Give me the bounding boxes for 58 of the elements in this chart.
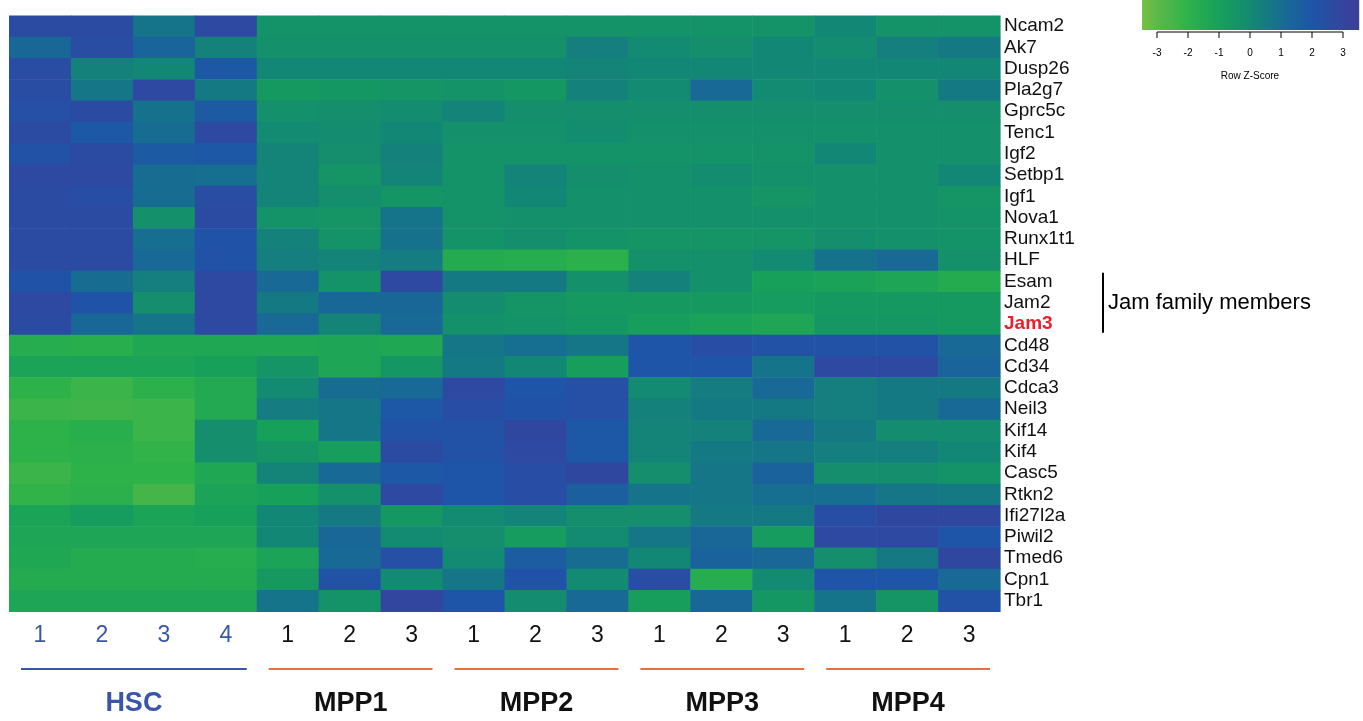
y-tick-label: Tenc1 <box>1004 120 1055 142</box>
text: MPP3 <box>685 687 760 718</box>
y-tick-label: Jam2 <box>1004 290 1051 312</box>
color-bar-label: -2 <box>1183 46 1193 58</box>
x-tick-label: 4 <box>219 620 233 647</box>
y-tick-label: Setbp1 <box>1004 163 1065 185</box>
text: Jam family members <box>1108 288 1311 314</box>
text: MPP4 <box>871 687 945 718</box>
y-tick-label: Cpn1 <box>1004 567 1050 589</box>
y-tick-label: Kif14 <box>1004 418 1048 440</box>
x-tick-label: 2 <box>343 620 357 647</box>
x-tick-label: 1 <box>838 620 852 647</box>
y-tick-label: Cd48 <box>1004 333 1050 355</box>
y-tick-label: HLF <box>1004 248 1040 270</box>
color-bar-label: 1 <box>1278 46 1285 58</box>
y-tick-label: Esam <box>1004 269 1053 291</box>
y-tick-label: Pla2g7 <box>1004 78 1064 100</box>
x-tick-label: 2 <box>95 620 109 647</box>
color-bar-label: 3 <box>1340 46 1347 58</box>
x-tick-label: 2 <box>900 620 914 647</box>
x-tick-label: 1 <box>467 620 480 647</box>
x-tick-label: 3 <box>962 620 976 647</box>
y-tick-label: Jam3 <box>1004 312 1053 334</box>
y-tick-label: Cdca3 <box>1004 376 1059 398</box>
y-tick-label: Igf2 <box>1004 141 1036 163</box>
x-tick-label: 1 <box>33 620 47 647</box>
x-tick-label: 1 <box>652 620 666 647</box>
text: MPP2 <box>499 687 574 718</box>
y-tick-label: Kif4 <box>1004 439 1038 461</box>
x-tick-label: 2 <box>714 620 728 647</box>
y-tick-label: Casc5 <box>1004 461 1058 483</box>
x-tick-label: 3 <box>776 620 790 647</box>
y-tick-label: Nova1 <box>1004 205 1059 227</box>
text: MPP1 <box>313 687 388 718</box>
y-tick-label: Neil3 <box>1004 397 1048 419</box>
text: HSC <box>105 687 163 718</box>
y-tick-label: Tbr1 <box>1004 588 1044 610</box>
color-bar-title: Row Z-Score <box>1220 69 1280 81</box>
color-bar-label: 0 <box>1247 46 1254 58</box>
color-bar-label: 2 <box>1309 46 1316 58</box>
y-tick-label: Ncam2 <box>1004 14 1065 36</box>
color-bar-label: -1 <box>1214 46 1224 58</box>
x-tick-label: 3 <box>157 620 171 647</box>
y-tick-label: Ak7 <box>1004 35 1037 57</box>
y-tick-label: Igf1 <box>1004 184 1036 206</box>
x-tick-label: 3 <box>405 620 418 647</box>
x-tick-label: 1 <box>281 620 295 647</box>
x-tick-label: 2 <box>529 620 542 647</box>
y-tick-label: Ifi27l2a <box>1004 503 1066 525</box>
y-tick-label: Piwil2 <box>1004 525 1054 547</box>
y-tick-label: Cd34 <box>1004 354 1050 376</box>
y-tick-label: Gprc5c <box>1004 99 1066 121</box>
x-tick-label: 3 <box>591 620 604 647</box>
y-tick-label: Dusp26 <box>1004 56 1070 78</box>
y-tick-label: Rtkn2 <box>1004 482 1054 504</box>
y-tick-label: Tmed6 <box>1004 546 1064 568</box>
color-bar-label: -3 <box>1152 46 1162 58</box>
y-tick-label: Runx1t1 <box>1004 227 1075 249</box>
